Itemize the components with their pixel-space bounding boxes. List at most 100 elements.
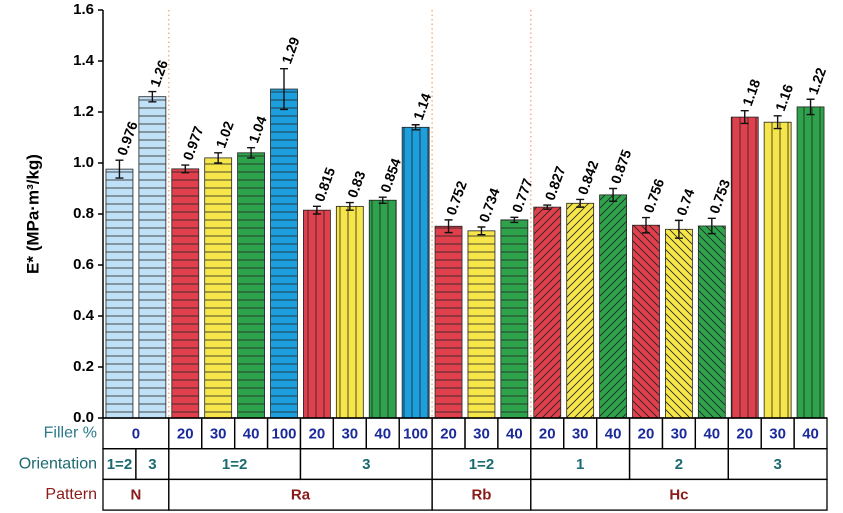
- y-axis-label: E* (MPa·m³/kg): [23, 154, 42, 274]
- value-label: 1.29: [278, 35, 302, 66]
- bar: [796, 106, 825, 419]
- y-tick-label: 0.6: [73, 256, 94, 273]
- error-bar: [280, 67, 288, 111]
- error-bar: [148, 90, 157, 103]
- category-label: 40: [506, 425, 523, 442]
- error-bar: [674, 219, 683, 239]
- error-bar: [247, 147, 256, 159]
- category-label: 3: [362, 456, 370, 473]
- category-label: 20: [309, 425, 326, 442]
- y-tick-label: 0.0: [73, 409, 94, 426]
- row-name: Pattern: [45, 486, 97, 503]
- value-label: 1.04: [245, 114, 269, 145]
- bar: [237, 152, 265, 419]
- bar: [665, 228, 693, 419]
- category-label: 20: [539, 425, 556, 442]
- category-label: 1=2: [107, 456, 132, 473]
- value-label: 0.734: [476, 186, 503, 225]
- bar: [368, 199, 397, 419]
- category-label: 20: [440, 425, 457, 442]
- error-bar: [345, 201, 354, 211]
- category-label: 40: [703, 425, 720, 442]
- category-label: 1: [576, 456, 584, 473]
- table-cell: [530, 478, 828, 511]
- error-bar: [411, 124, 420, 131]
- y-tick-label: 1.0: [73, 154, 94, 171]
- y-tick-label: 1.6: [73, 1, 94, 18]
- category-label: Rb: [471, 487, 491, 504]
- bar: [566, 202, 595, 419]
- bar: [303, 209, 331, 419]
- value-label: 0.977: [180, 124, 207, 163]
- bar: [730, 116, 759, 419]
- row-name: Orientation: [19, 455, 97, 472]
- value-label: 1.18: [739, 77, 763, 108]
- error-bar: [609, 187, 618, 202]
- bar: [533, 206, 562, 419]
- error-bar: [477, 226, 486, 236]
- value-label: 0.777: [509, 176, 536, 215]
- category-label: 0: [132, 425, 140, 442]
- bar: [697, 225, 726, 419]
- value-label: 1.26: [147, 58, 171, 89]
- category-label: 40: [802, 425, 819, 442]
- category-label: 40: [374, 425, 391, 442]
- value-label: 0.815: [311, 165, 338, 204]
- category-label: 30: [341, 425, 358, 442]
- value-label: 1.14: [410, 91, 434, 122]
- category-label: 100: [403, 425, 428, 442]
- category-label: 30: [572, 425, 589, 442]
- bar: [763, 121, 792, 419]
- y-tick-label: 0.2: [73, 358, 94, 375]
- bar: [335, 205, 364, 419]
- value-label: 0.842: [574, 158, 601, 197]
- bar: [632, 224, 660, 419]
- category-label: 40: [243, 425, 260, 442]
- value-label: 1.22: [805, 65, 829, 96]
- bar: [204, 157, 233, 419]
- value-label: 0.752: [443, 179, 470, 218]
- row-name: Filler %: [44, 425, 97, 442]
- value-label: 0.753: [706, 177, 733, 216]
- category-label: 1=2: [222, 456, 247, 473]
- error-bar: [576, 198, 585, 208]
- error-bar: [740, 110, 749, 125]
- bar: [401, 126, 430, 419]
- value-label: 0.756: [640, 176, 667, 215]
- category-label: 20: [736, 425, 753, 442]
- bar: [434, 225, 463, 419]
- error-bar: [444, 219, 453, 234]
- category-label: 100: [271, 425, 296, 442]
- category-label: 3: [148, 456, 156, 473]
- bar: [105, 168, 134, 419]
- category-label: N: [130, 487, 141, 504]
- value-label: 0.74: [673, 186, 697, 217]
- category-label: 1=2: [469, 456, 494, 473]
- bar: [599, 194, 627, 419]
- value-label: 0.854: [377, 156, 404, 195]
- bar: [467, 230, 496, 419]
- error-bar: [806, 98, 815, 116]
- category-label: 2: [675, 456, 683, 473]
- bar: [171, 168, 200, 419]
- value-label: 0.827: [542, 164, 569, 203]
- bar: [500, 219, 529, 419]
- error-bar: [214, 152, 223, 164]
- y-tick-label: 1.2: [73, 103, 94, 120]
- value-label: 1.16: [772, 82, 796, 113]
- y-tick-label: 0.8: [73, 205, 94, 222]
- category-label: 30: [210, 425, 227, 442]
- error-bar: [707, 217, 716, 235]
- error-bar: [543, 204, 552, 210]
- value-label: 1.02: [212, 119, 236, 150]
- y-tick-label: 0.4: [73, 307, 95, 324]
- y-tick-label: 1.4: [73, 52, 95, 69]
- category-label: 20: [638, 425, 655, 442]
- category-label: 30: [671, 425, 688, 442]
- category-label: Ra: [291, 487, 311, 504]
- error-bar: [510, 216, 519, 224]
- error-bar: [773, 115, 782, 130]
- category-label: 20: [177, 425, 194, 442]
- error-bar: [181, 164, 190, 174]
